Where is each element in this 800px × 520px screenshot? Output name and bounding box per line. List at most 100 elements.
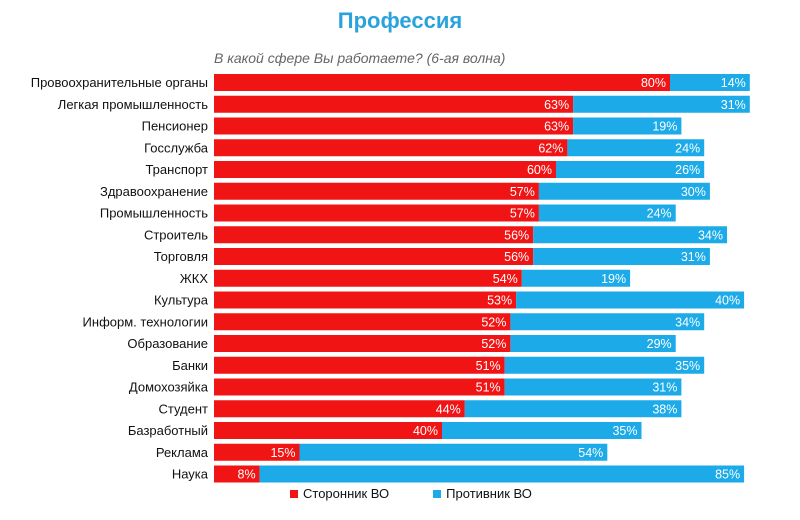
bar-opponent — [533, 248, 710, 265]
data-label-opponent: 31% — [681, 250, 706, 264]
legend-label-opponent: Противник ВО — [446, 486, 532, 501]
legend-swatch-opponent — [433, 489, 442, 498]
bar-opponent — [538, 204, 676, 222]
bar-opponent — [504, 356, 705, 374]
category-label: Промышленность — [100, 206, 208, 221]
data-label-supporter: 51% — [476, 359, 501, 373]
data-label-opponent: 34% — [675, 315, 700, 329]
bar-supporter — [214, 269, 522, 287]
data-label-supporter: 62% — [538, 141, 563, 155]
bar-supporter — [214, 422, 442, 439]
legend-label-supporter: Сторонник ВО — [303, 486, 390, 501]
chart-title: Профессия — [337, 8, 463, 33]
data-label-supporter: 40% — [413, 424, 438, 438]
data-label-opponent: 14% — [721, 76, 746, 90]
data-label-opponent: 19% — [601, 272, 626, 286]
data-label-opponent: 35% — [612, 424, 637, 438]
bar-supporter — [214, 400, 465, 418]
bar-supporter — [214, 226, 534, 244]
data-label-supporter: 57% — [510, 185, 535, 199]
bar-opponent — [556, 161, 705, 178]
bar-supporter — [214, 139, 568, 157]
bar-supporter — [214, 95, 574, 113]
category-label: ЖКХ — [180, 271, 209, 286]
bar-opponent — [299, 443, 608, 461]
data-label-opponent: 35% — [675, 359, 700, 373]
bar-opponent — [510, 313, 705, 331]
category-label: Реклама — [156, 445, 209, 460]
data-label-opponent: 34% — [698, 228, 723, 242]
bar-opponent — [442, 422, 642, 439]
category-label: Домохозяйка — [129, 380, 209, 395]
data-label-supporter: 80% — [641, 76, 666, 90]
data-label-supporter: 57% — [510, 207, 535, 221]
bar-supporter — [214, 335, 511, 352]
category-label: Студент — [158, 401, 208, 416]
data-label-supporter: 8% — [238, 468, 256, 482]
bar-opponent — [538, 182, 710, 200]
category-label: Госслужба — [144, 140, 209, 155]
bar-supporter — [214, 74, 670, 91]
bar-opponent — [670, 74, 750, 91]
bar-opponent — [573, 117, 682, 135]
data-label-supporter: 54% — [493, 272, 518, 286]
category-label: Торговля — [154, 249, 208, 264]
bar-supporter — [214, 443, 300, 461]
bar-supporter — [214, 248, 534, 265]
chart-subtitle: В какой сфере Вы работаете? (6-ая волна) — [214, 50, 506, 66]
data-label-opponent: 85% — [715, 468, 740, 482]
data-label-opponent: 31% — [721, 98, 746, 112]
category-label: Транспорт — [145, 162, 208, 177]
data-label-opponent: 24% — [647, 207, 672, 221]
bar-opponent — [510, 335, 676, 352]
bar-supporter — [214, 291, 517, 309]
bar-supporter — [214, 378, 505, 396]
bar-opponent — [259, 465, 745, 483]
data-label-supporter: 60% — [527, 163, 552, 177]
category-label: Информ. технологии — [83, 314, 208, 329]
data-label-opponent: 29% — [647, 337, 672, 351]
category-label: Строитель — [144, 227, 208, 242]
bar-opponent — [504, 378, 682, 396]
legend: Сторонник ВО Противник ВО — [290, 486, 532, 501]
category-label: Наука — [172, 467, 209, 482]
bar-opponent — [464, 400, 682, 418]
data-label-supporter: 44% — [436, 402, 461, 416]
data-label-supporter: 63% — [544, 120, 569, 134]
category-label: Провоохранительные органы — [31, 75, 208, 90]
data-label-supporter: 63% — [544, 98, 569, 112]
bar-supporter — [214, 117, 574, 135]
bar-supporter — [214, 204, 539, 222]
bar-supporter — [214, 313, 511, 331]
legend-swatch-supporter — [290, 489, 298, 498]
category-label: Легкая промышленность — [58, 97, 208, 112]
category-label: Базработный — [128, 423, 208, 438]
data-label-opponent: 38% — [652, 402, 677, 416]
data-label-opponent: 24% — [675, 141, 700, 155]
bar-opponent — [516, 291, 745, 309]
data-label-opponent: 30% — [681, 185, 706, 199]
data-label-supporter: 56% — [504, 250, 529, 264]
category-label: Культура — [154, 293, 209, 308]
bar-supporter — [214, 465, 260, 483]
bar-supporter — [214, 161, 556, 178]
data-label-supporter: 15% — [270, 446, 295, 460]
bar-opponent — [533, 226, 727, 244]
category-label: Пенсионер — [142, 119, 208, 134]
data-label-supporter: 56% — [504, 228, 529, 242]
category-label: Здравоохранение — [100, 184, 208, 199]
category-label: Образование — [127, 336, 208, 351]
data-label-supporter: 52% — [481, 337, 506, 351]
bar-supporter — [214, 182, 539, 200]
bar-opponent — [567, 139, 705, 157]
data-label-opponent: 26% — [675, 163, 700, 177]
data-label-supporter: 52% — [481, 315, 506, 329]
data-label-supporter: 53% — [487, 294, 512, 308]
bar-opponent — [521, 269, 631, 287]
data-label-opponent: 54% — [578, 446, 603, 460]
category-label: Банки — [172, 358, 208, 373]
legend-item-supporter: Сторонник ВО — [290, 486, 389, 501]
data-label-opponent: 19% — [652, 120, 677, 134]
data-label-opponent: 40% — [715, 294, 740, 308]
